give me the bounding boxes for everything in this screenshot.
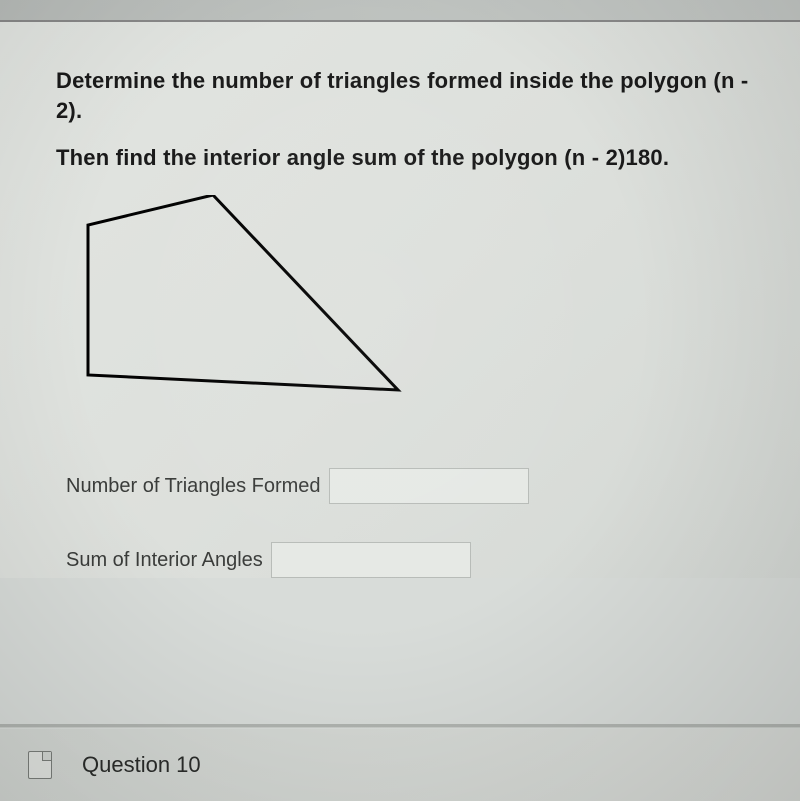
question-content: Determine the number of triangles formed…	[0, 22, 800, 578]
label-triangles: Number of Triangles Formed	[66, 475, 321, 498]
answer-form: Number of Triangles Formed Sum of Interi…	[56, 468, 762, 578]
field-row-anglesum: Sum of Interior Angles	[66, 542, 762, 578]
input-triangles[interactable]	[329, 468, 529, 504]
prompt-line-1: Determine the number of triangles formed…	[56, 66, 762, 125]
section-divider	[0, 724, 800, 727]
page-icon[interactable]	[28, 751, 52, 779]
quadrilateral-svg	[58, 195, 418, 405]
input-anglesum[interactable]	[271, 542, 471, 578]
polygon-figure	[58, 195, 762, 410]
prompt-line-2: Then find the interior angle sum of the …	[56, 143, 762, 173]
quadrilateral-shape	[88, 195, 398, 390]
question-footer: Question 10	[0, 729, 800, 801]
question-number-label: Question 10	[82, 752, 201, 778]
window-top-bar	[0, 0, 800, 22]
label-anglesum: Sum of Interior Angles	[66, 549, 263, 572]
field-row-triangles: Number of Triangles Formed	[66, 468, 762, 504]
